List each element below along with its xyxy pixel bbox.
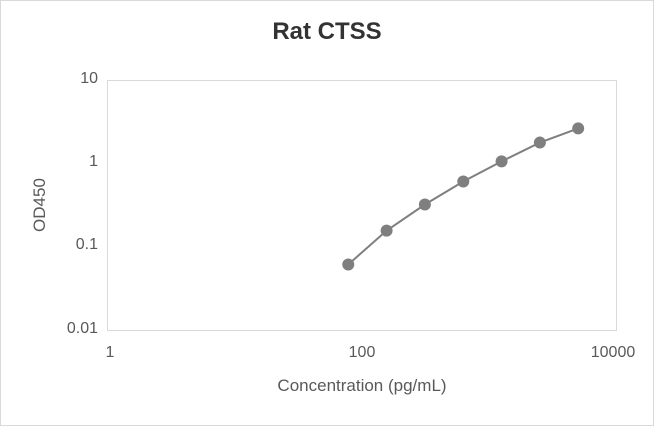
data-point xyxy=(418,198,431,211)
data-point xyxy=(457,175,470,188)
x-axis-label: Concentration (pg/mL) xyxy=(277,376,447,395)
data-point xyxy=(495,155,508,168)
chart-title: Rat CTSS xyxy=(272,18,382,45)
data-series xyxy=(342,122,585,271)
y-tick-label: 1 xyxy=(89,153,98,170)
data-point xyxy=(572,122,585,135)
data-point xyxy=(380,224,393,237)
x-tick-label: 1 xyxy=(105,344,115,361)
y-tick-label: 10 xyxy=(80,70,98,87)
series-line xyxy=(347,127,579,266)
plot-border xyxy=(107,80,617,331)
y-tick-label: 0.1 xyxy=(75,236,98,253)
x-tick-label: 10000 xyxy=(590,344,636,361)
x-tick-label: 100 xyxy=(348,344,376,361)
data-point xyxy=(342,258,355,271)
y-tick-label: 0.01 xyxy=(66,320,98,337)
data-point xyxy=(533,136,546,149)
